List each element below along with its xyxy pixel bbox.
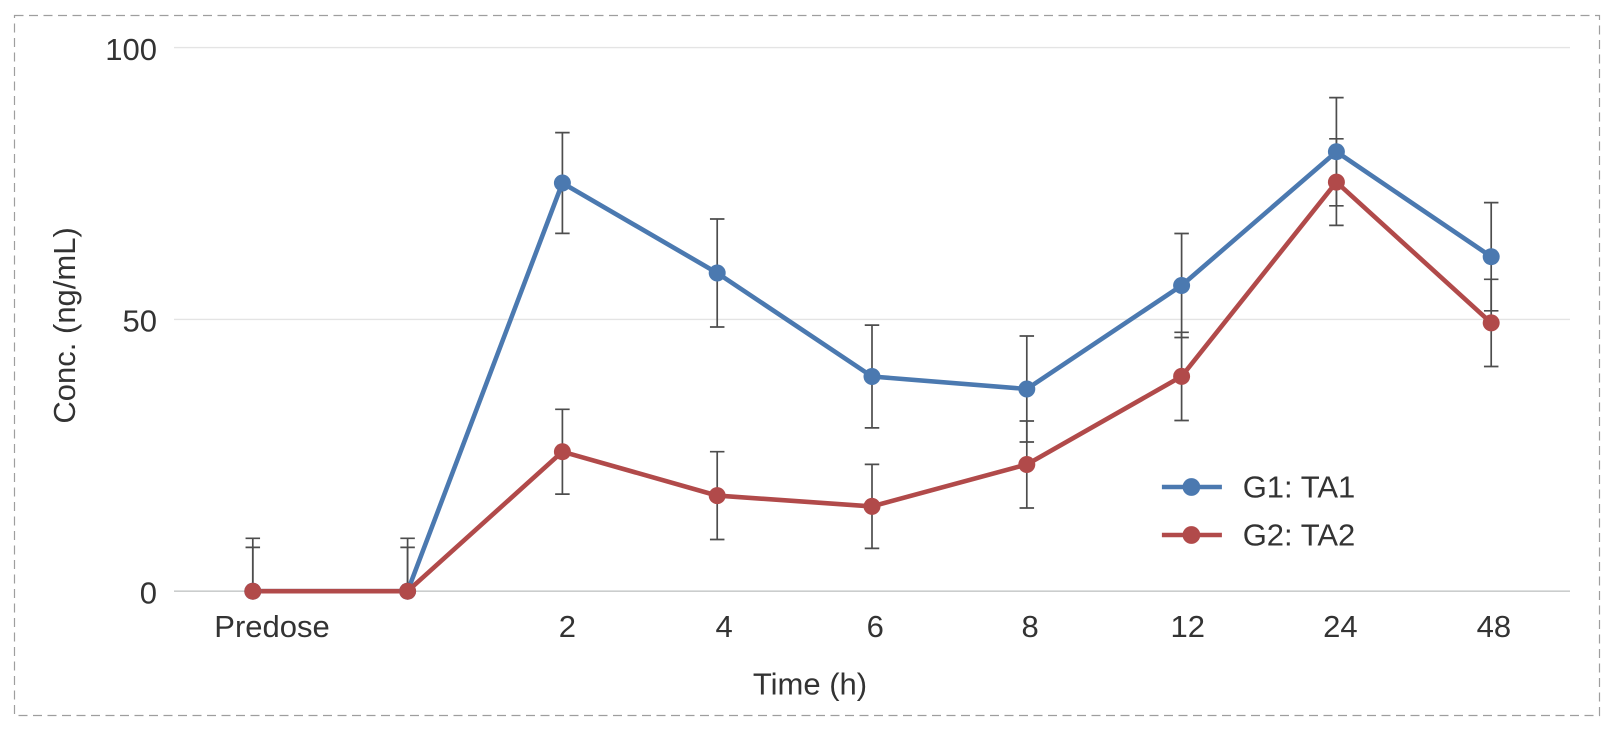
svg-text:2: 2 [559, 609, 576, 644]
svg-text:Predose: Predose [214, 609, 329, 644]
svg-text:4: 4 [715, 609, 732, 644]
svg-text:0: 0 [140, 575, 157, 610]
svg-text:G2: TA2: G2: TA2 [1243, 518, 1356, 553]
svg-text:Conc. (ng/mL): Conc. (ng/mL) [47, 227, 82, 423]
svg-text:8: 8 [1021, 609, 1038, 644]
svg-text:24: 24 [1323, 609, 1357, 644]
svg-text:Time (h): Time (h) [753, 667, 867, 702]
svg-text:6: 6 [867, 609, 884, 644]
svg-text:48: 48 [1477, 609, 1511, 644]
svg-text:G1: TA1: G1: TA1 [1243, 470, 1356, 505]
svg-text:100: 100 [105, 32, 157, 67]
svg-text:12: 12 [1170, 609, 1204, 644]
svg-text:50: 50 [123, 304, 157, 339]
